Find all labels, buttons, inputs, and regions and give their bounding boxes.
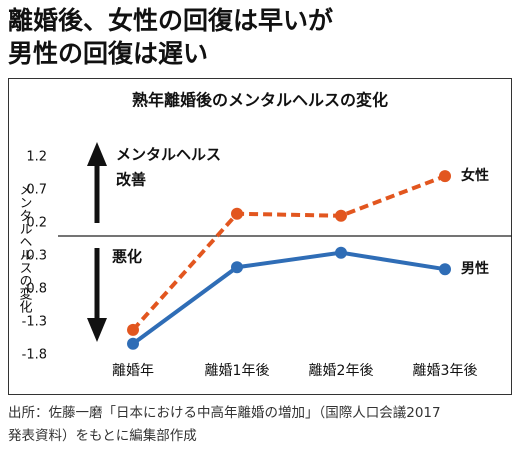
x-tick-label: 離婚2年後 — [309, 362, 374, 379]
y-tick-label: 0.7 — [26, 183, 47, 198]
y-axis-title: メンタルヘルスの変化 — [17, 183, 33, 314]
data-point — [127, 323, 139, 336]
annotation: 改善 — [116, 171, 146, 189]
series-line — [131, 250, 446, 346]
y-tick-label: -0.8 — [22, 282, 47, 297]
source-note: 発表資料）をもとに編集部作成 — [8, 428, 197, 444]
y-tick-label: 0.2 — [26, 216, 47, 231]
series-label: 男性 — [461, 260, 489, 277]
y-tick-label: -0.3 — [22, 249, 47, 264]
x-tick-label: 離婚年 — [112, 362, 154, 379]
source-note: 出所：佐藤一磨「日本における中高年離婚の増加」（国際人口会議2017 — [8, 404, 441, 421]
data-point — [335, 246, 347, 259]
annotation: メンタルヘルス — [116, 146, 221, 164]
y-tick-label: -1.3 — [22, 315, 47, 330]
data-point — [439, 170, 451, 183]
y-tick-label: 1.2 — [26, 150, 47, 165]
arrow-head — [87, 318, 107, 342]
headline: 男性の回復は遅い — [8, 39, 208, 68]
data-point — [127, 337, 139, 350]
annotation: 悪化 — [112, 248, 142, 266]
x-tick-label: 離婚3年後 — [413, 362, 478, 379]
data-point — [335, 209, 347, 222]
chart-title: 熟年離婚後のメンタルヘルスの変化 — [132, 91, 388, 110]
data-point — [439, 263, 451, 276]
data-point — [231, 207, 243, 220]
data-point — [231, 261, 243, 274]
x-tick-label: 離婚1年後 — [205, 362, 270, 379]
series-label: 女性 — [461, 167, 489, 184]
series-line — [131, 174, 446, 332]
arrow-head — [87, 142, 107, 166]
y-tick-label: -1.8 — [22, 348, 47, 363]
headline: 離婚後、女性の回復は早いが — [8, 6, 333, 35]
